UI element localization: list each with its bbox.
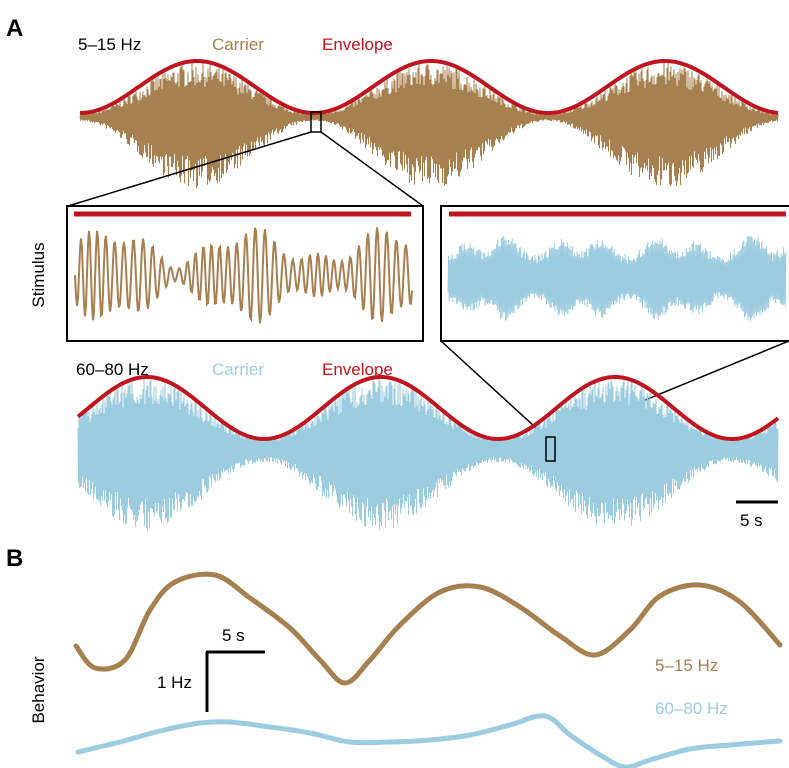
top-zoom-connector-right xyxy=(320,131,424,207)
low-band-inset-carrier xyxy=(74,227,413,324)
time-scale-label: 5 s xyxy=(740,511,763,530)
top-carrier-trace xyxy=(79,62,779,188)
bottom-zoom-box xyxy=(545,436,556,462)
top-zoom-box xyxy=(310,111,322,133)
behavior-low-band-trace xyxy=(73,571,783,686)
behavior-high-band-trace xyxy=(75,713,783,768)
bottom-envelope-label: Envelope xyxy=(322,360,393,379)
bottom-carrier-label: Carrier xyxy=(212,360,264,379)
low-band-inset xyxy=(66,205,424,342)
panel-a-letter: A xyxy=(6,15,23,42)
high-band-inset xyxy=(440,205,789,342)
behavior-axis-label: Behavior xyxy=(29,656,48,723)
panel-b-letter: B xyxy=(6,545,23,572)
bottom-zoom-connector-left xyxy=(440,340,547,438)
top-envelope-line xyxy=(80,59,779,115)
stimulus-axis-label: Stimulus xyxy=(29,242,48,307)
top-band-label: 5–15 Hz xyxy=(78,35,141,54)
behavior-time-scale-label: 5 s xyxy=(222,626,245,645)
legend-high-band: 60–80 Hz xyxy=(655,699,728,718)
bottom-band-label: 60–80 Hz xyxy=(76,360,149,379)
top-zoom-connector-left xyxy=(67,131,312,207)
high-band-inset-carrier xyxy=(447,235,787,322)
bottom-envelope-line xyxy=(76,375,780,441)
top-envelope-label: Envelope xyxy=(322,35,393,54)
legend-low-band: 5–15 Hz xyxy=(655,656,718,675)
behavior-freq-scale-label: 1 Hz xyxy=(157,673,192,692)
top-carrier-label: Carrier xyxy=(212,35,264,54)
